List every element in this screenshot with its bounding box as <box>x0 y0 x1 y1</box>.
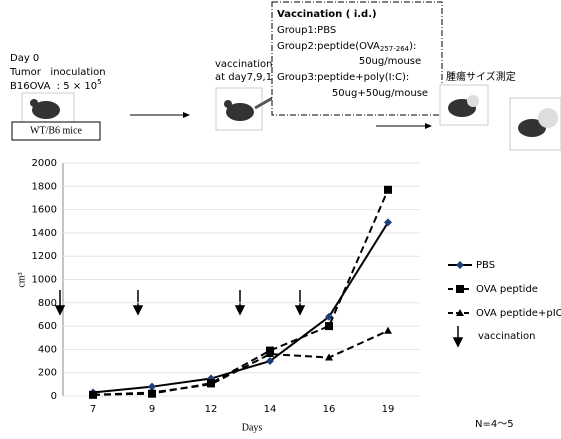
y-tick-label: 1600 <box>32 205 57 216</box>
measure-label: 腫瘍サイズ測定 <box>446 70 516 83</box>
point <box>456 261 464 269</box>
group1: Group1:PBS <box>277 25 336 36</box>
x-axis-title: Days <box>242 422 263 433</box>
tumor <box>467 95 479 107</box>
point <box>325 312 333 321</box>
tumor <box>538 108 558 128</box>
x-tick-label: 7 <box>90 404 96 415</box>
diagram: Day 0 Tumor inoculation B16OVA : 5 × 105… <box>9 1 561 430</box>
mouse-ear <box>30 99 38 107</box>
point <box>384 185 392 194</box>
point <box>384 218 392 227</box>
mouse-icon <box>21 92 75 126</box>
mice-label: WT/B6 mice <box>30 125 82 136</box>
y-tick-label: 1800 <box>32 181 57 192</box>
point <box>207 380 215 388</box>
series-line <box>92 329 389 396</box>
y-tick-label: 400 <box>38 344 57 355</box>
x-tick-label: 14 <box>264 404 277 415</box>
y-tick-label: 0 <box>51 391 57 402</box>
cells-label: B16OVA : 5 × 105 <box>10 78 102 92</box>
legend-label: PBS <box>476 260 495 271</box>
point <box>325 353 333 361</box>
arrow-head <box>425 123 432 129</box>
legend-label: vaccination <box>478 331 535 342</box>
legend-label: OVA peptide <box>476 284 538 295</box>
y-tick-label: 600 <box>38 321 57 332</box>
y-tick-label: 200 <box>38 368 57 379</box>
mouse-icon <box>439 84 561 151</box>
mouse-body <box>518 119 546 137</box>
point <box>325 322 333 331</box>
mice-box <box>11 121 101 141</box>
point <box>456 309 464 316</box>
y-tick-label: 1200 <box>32 251 57 262</box>
group2-sub: 257-264 <box>380 45 410 53</box>
point <box>266 350 274 358</box>
point <box>266 357 274 366</box>
vacc-label: vaccination <box>215 59 272 70</box>
arrow-head <box>183 112 190 118</box>
group2-end: ): <box>409 41 416 52</box>
group2-text: Group2:peptide(OVA <box>277 41 380 52</box>
event-label: Tumor inoculation <box>9 67 106 78</box>
groups-title: Vaccination ( i.d.) <box>277 9 377 20</box>
point <box>384 326 392 334</box>
y-tick-label: 800 <box>38 298 57 309</box>
y-tick-label: 2000 <box>32 158 57 169</box>
y-tick-label: 1000 <box>32 275 57 286</box>
arrow-head <box>54 305 66 316</box>
group2: Group2:peptide(OVA257-264): <box>277 41 416 53</box>
group2-dose: 50ug/mouse <box>359 56 421 67</box>
x-tick-label: 12 <box>205 404 218 415</box>
x-tick-label: 9 <box>149 404 155 415</box>
point <box>456 285 464 293</box>
group3: Group3:peptide+poly(I:C): <box>277 72 409 83</box>
mouse-body <box>32 101 60 119</box>
legend-arrow-head <box>452 337 464 348</box>
mouse-icon <box>215 87 277 131</box>
cells-text: B16OVA : 5 × 10 <box>10 81 97 92</box>
arrow-head <box>132 305 144 316</box>
point <box>89 390 97 398</box>
point <box>148 388 156 396</box>
mouse-ear <box>224 100 232 108</box>
legend-label: OVA peptide+pIC <box>476 308 561 319</box>
arrow-head <box>234 305 246 316</box>
n-note: N=4～5 <box>475 419 514 430</box>
y-axis-title: cm³ <box>16 272 27 287</box>
y-tick-label: 1400 <box>32 228 57 239</box>
arrow-head <box>294 305 306 316</box>
point <box>148 382 156 391</box>
group3-dose: 50ug+50ug/mouse <box>332 88 428 99</box>
cells-exp: 5 <box>97 78 101 86</box>
groups-box <box>271 1 443 116</box>
mouse-body <box>226 103 254 121</box>
x-tick-label: 16 <box>323 404 336 415</box>
vacc-days: at day7,9,14,16 <box>215 72 294 83</box>
vaccination-arrows <box>54 290 464 348</box>
x-tick-label: 19 <box>382 404 395 415</box>
day-label: Day 0 <box>10 53 39 64</box>
